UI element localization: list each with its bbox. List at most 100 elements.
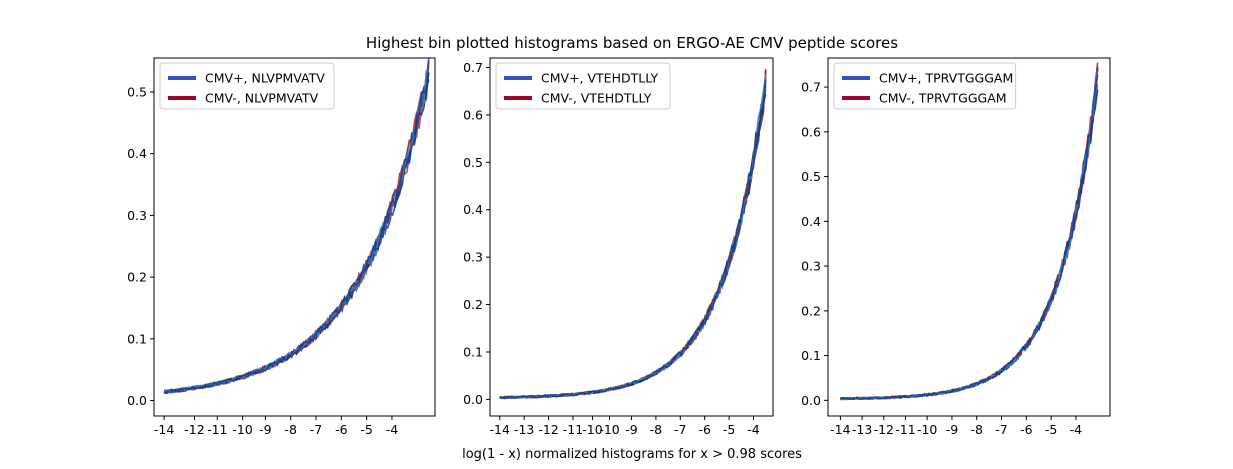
x-tick-label: -4 [1070,422,1083,437]
x-tick-label: -4 [747,422,760,437]
legend: CMV+, NLVPMVATV CMV-, NLVPMVATV [159,62,335,110]
x-tick-label: -5 [360,422,372,437]
series-line-neg-1 [839,66,1099,401]
y-tick-label: 0.0 [801,393,821,408]
x-tick-label: -7 [995,422,1007,437]
series-line-pos-1 [499,86,767,400]
series-lines [163,58,430,395]
legend-box [495,62,671,110]
plot-frame [153,57,436,417]
series-line-pos-4 [163,69,429,394]
series-line-pos-2 [499,85,767,400]
legend-entry-pos: CMV+, VTEHDTLLY [541,71,658,86]
series-line-pos-4 [499,74,767,399]
legend-entry-neg: CMV-, TPRVTGGGAM [879,91,1007,106]
legend-entry-pos: CMV+, NLVPMVATV [205,71,325,86]
x-tick-label: -14 [830,422,850,437]
series-line-neg-2 [839,67,1099,401]
y-tick-label: 0.6 [463,107,483,122]
series-line-pos-2 [163,72,430,394]
series-line-pos-5 [840,74,1099,401]
series-line-pos-2 [840,84,1099,401]
y-tick-label: 0.3 [801,259,821,274]
series-line-pos-5 [499,80,767,400]
y-tick-label: 0.1 [127,331,147,346]
series-line-neg-2 [163,60,430,394]
x-tick-label: -10 [599,422,619,437]
y-tick-label: 0.3 [127,208,147,223]
y-tick-label: 0.2 [801,303,821,318]
chart-panel-3: 0.00.10.20.30.40.50.60.7-14 -13 -12 -11 -10-… [801,57,1111,437]
x-tick-label: -7 [310,422,322,437]
x-tick-label: -8 [650,422,663,437]
x-tick-label: -6 [1020,422,1033,437]
series-line-neg-2 [499,79,767,399]
y-tick-label: 0.4 [127,146,147,161]
x-tick-label: -9 [946,422,959,437]
x-tick-label: -11 [207,422,227,437]
chart-panel-1: 0.0 0.1 0.2 0.3 0.4 0.5 -14 -12 -11 -10 -9 -8 -7 -6 -5… [127,57,436,437]
x-tick-label: -12 [874,422,894,437]
figure-title: Highest bin plotted histograms based on … [366,34,898,52]
y-tick-label: 0.2 [463,297,483,312]
x-tick-label: -8 [284,422,297,437]
x-axis-label: log(1 - x) normalized histograms for x >… [462,447,802,462]
x-tick-label: -7 [674,422,686,437]
series-line-neg-4 [840,70,1099,401]
x-tick-label: -12 [184,422,204,437]
plot-frame [827,57,1111,417]
x-tick-label: -10 [232,422,252,437]
y-tick-label: 0.0 [127,393,147,408]
x-tick-label: -11 [895,422,915,437]
plot-frame [489,57,774,417]
x-tick-label: -4 [386,422,399,437]
y-tick-label: 0.4 [463,202,483,217]
y-tick-label: 0.7 [801,80,821,95]
legend: CMV+, TPRVTGGGAM CMV-, TPRVTGGGAM [833,62,1017,110]
y-tick-label: 0.3 [463,250,483,265]
y-tick-label: 0.5 [801,169,821,184]
series-line-neg-1 [499,70,767,399]
y-tick-label: 0.1 [463,344,483,359]
x-tick-label: -5 [723,422,735,437]
series-lines [839,62,1099,401]
series-line-pos-3 [840,89,1099,401]
legend: CMV+, VTEHDTLLY CMV-, VTEHDTLLY [495,62,671,110]
series-lines [499,69,767,400]
series-line-neg-5 [163,60,430,394]
series-line-pos-3 [164,73,430,394]
legend-box [159,62,335,110]
x-tick-label: -11 [563,422,583,437]
series-line-pos-3 [499,93,767,400]
x-tick-label: -14 [490,422,510,437]
y-tick-label: 0.5 [463,155,483,170]
legend-entry-neg: CMV-, VTEHDTLLY [541,91,652,106]
y-tick-label: 0.4 [801,214,821,229]
y-tick-label: 0.0 [463,392,483,407]
series-line-neg-3 [499,76,767,400]
series-line-neg-5 [499,69,767,400]
series-line-neg-4 [499,89,767,399]
x-tick-label: -10 [917,422,937,437]
x-tick-label: -10 [582,422,602,437]
x-tick-label: -14 [154,422,174,437]
x-tick-label: -9 [259,422,272,437]
series-line-neg-3 [840,66,1099,400]
x-tick-label: -13 [852,422,872,437]
series-line-pos-4 [840,71,1099,401]
x-tick-label: -6 [698,422,711,437]
x-tick-label: -8 [971,422,984,437]
series-line-pos-5 [163,79,430,394]
x-tick-label: -5 [1045,422,1057,437]
y-tick-label: 0.5 [127,84,147,99]
y-tick-label: 0.1 [801,348,821,363]
y-tick-label: 0.2 [127,270,147,285]
x-tick-label: -13 [514,422,534,437]
legend-box [833,62,1017,110]
series-line-neg-5 [840,62,1099,401]
chart-panel-2: 0.00.10.20.30.40.50.60.7-14 -13 -12 -11 -10-… [463,57,774,437]
legend-entry-neg: CMV-, NLVPMVATV [205,91,319,106]
series-line-neg-3 [163,60,430,394]
y-tick-label: 0.7 [463,60,483,75]
